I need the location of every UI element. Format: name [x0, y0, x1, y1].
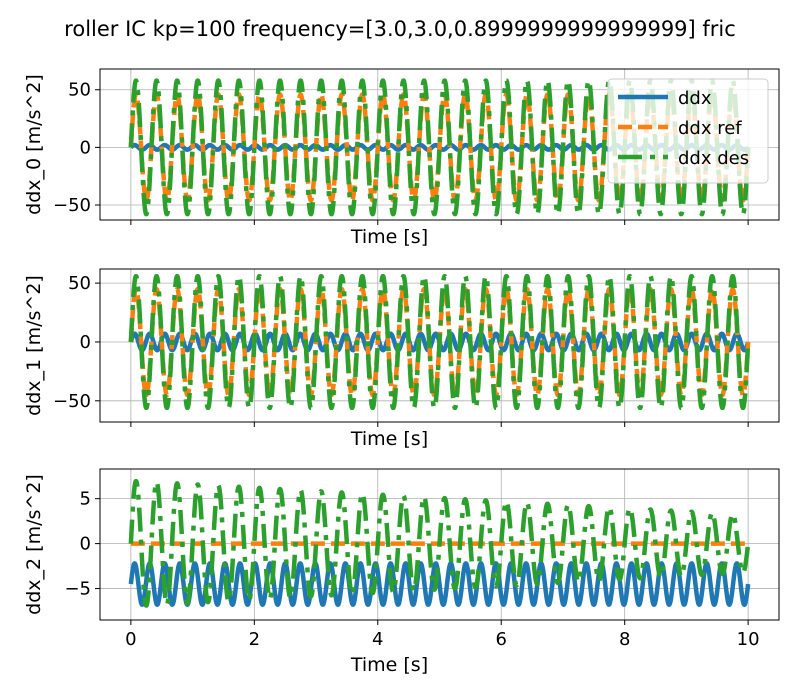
series-group	[128, 478, 751, 608]
legend-label: ddx	[678, 88, 712, 109]
x-axis-label: Time [s]	[350, 428, 428, 450]
y-tick-label: 5	[80, 489, 91, 510]
axes-frame	[99, 268, 780, 423]
y-tick-label: −50	[53, 391, 91, 412]
legend-label: ddx des	[678, 148, 749, 169]
subplot-1: −50 0 50 Time [s] ddx_1 [m/s^2]	[23, 268, 780, 450]
y-tick-label: 50	[68, 80, 91, 101]
x-tick-label: 0	[125, 629, 136, 650]
x-tick-label: 4	[372, 629, 383, 650]
axes-frame	[99, 468, 780, 621]
y-tick-label: −50	[53, 195, 91, 216]
series-group	[128, 273, 751, 410]
series-line-ddx-des	[128, 478, 751, 608]
y-tick-label: 0	[80, 534, 91, 555]
y-axis-label: ddx_0 [m/s^2]	[23, 74, 45, 215]
y-axis-label: ddx_2 [m/s^2]	[23, 474, 45, 615]
x-axis-label: Time [s]	[350, 654, 428, 676]
axes-frame	[99, 68, 780, 221]
x-tick-label: 10	[737, 629, 760, 650]
series-line-ddx	[128, 561, 751, 607]
y-tick-label: 0	[80, 137, 91, 158]
legend-label: ddx ref	[678, 118, 742, 139]
legend: ddx ddx ref ddx des	[607, 78, 769, 184]
series-line-ddx-des	[128, 273, 751, 410]
y-tick-label: 50	[68, 273, 91, 294]
figure-title: roller IC kp=100 frequency=[3.0,3.0,0.89…	[64, 17, 736, 41]
legend-frame	[607, 78, 769, 184]
x-tick-label: 6	[496, 629, 507, 650]
subplot-2: 0 2 4 6 8 10 −5 0 5 Time [s] ddx_2 [m/s^2]	[23, 468, 780, 676]
x-tick-label: 8	[619, 629, 630, 650]
x-tick-label: 2	[249, 629, 260, 650]
y-tick-label: 0	[80, 332, 91, 353]
x-axis-label: Time [s]	[350, 226, 428, 248]
y-tick-label: −5	[64, 579, 91, 600]
y-axis-label: ddx_1 [m/s^2]	[23, 275, 45, 416]
